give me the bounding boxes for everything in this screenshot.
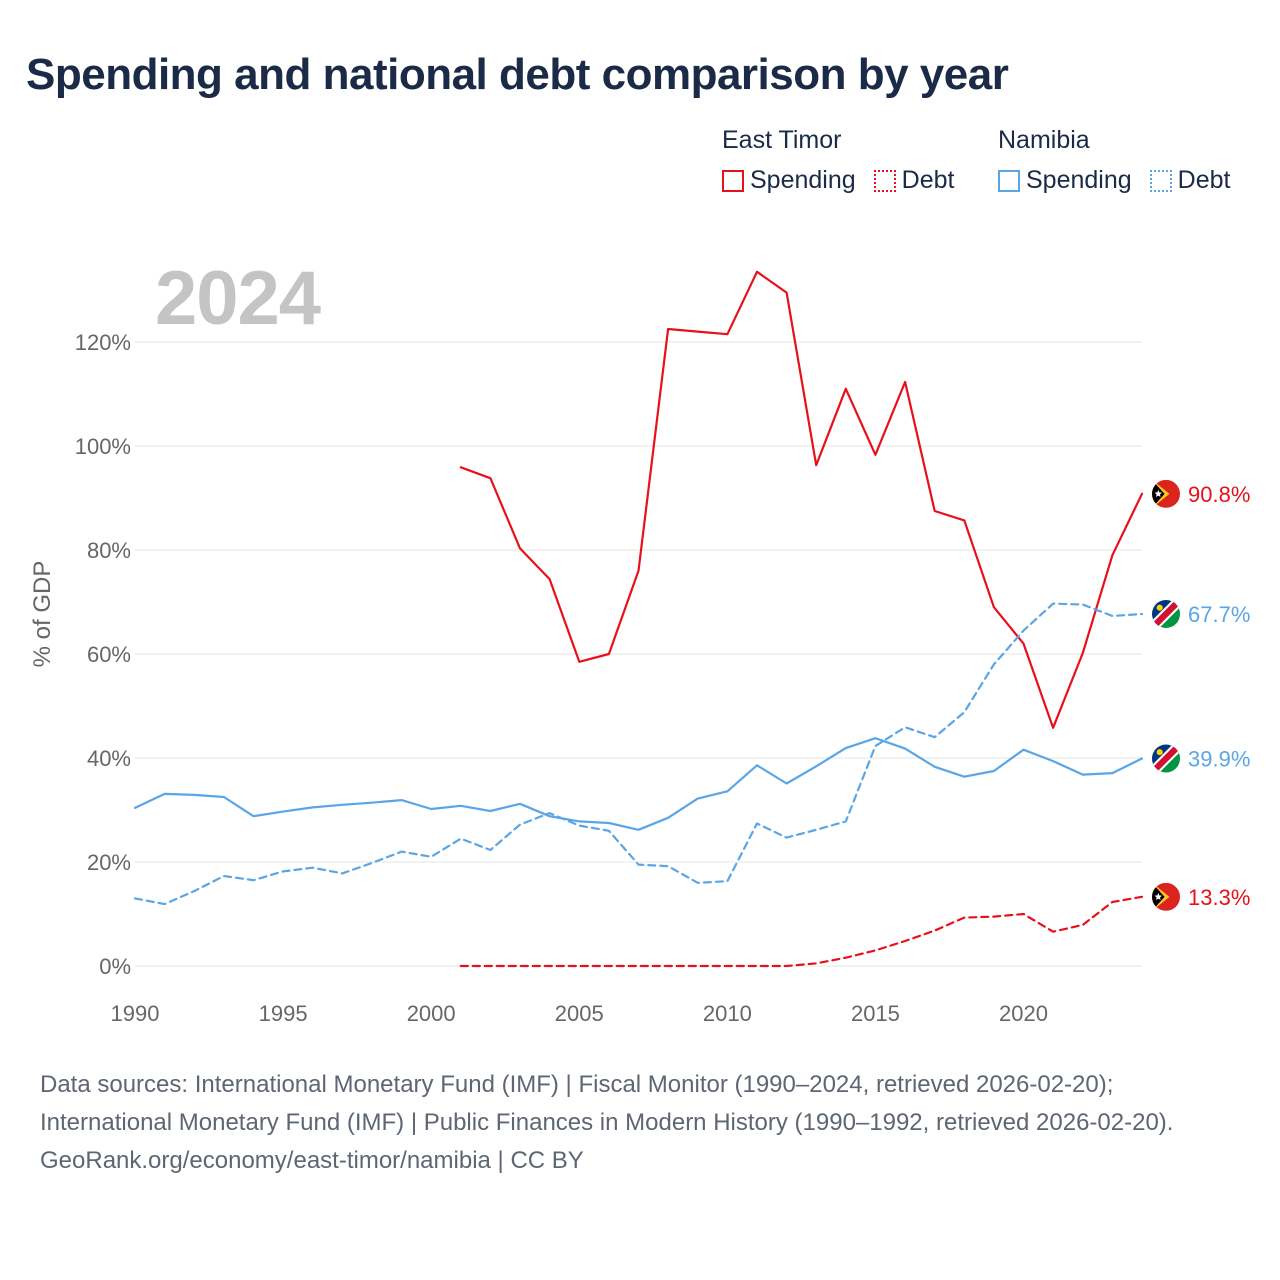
end-value-label: 13.3% xyxy=(1188,885,1250,910)
end-value-label: 67.7% xyxy=(1188,602,1250,627)
legend-country-east-timor: East Timor xyxy=(722,126,842,154)
legend-item-namibia-debt[interactable]: Debt xyxy=(1149,166,1231,195)
east-timor-flag-icon xyxy=(1152,479,1180,508)
legend-swatch-solid xyxy=(722,169,744,192)
y-tick-label: 120% xyxy=(75,330,131,355)
legend-label: Spending xyxy=(1026,166,1132,194)
y-axis-title: % of GDP xyxy=(29,561,56,668)
y-tick-label: 20% xyxy=(87,850,131,875)
namibia-flag-icon xyxy=(1152,599,1180,628)
legend-item-east-timor-debt[interactable]: Debt xyxy=(873,166,955,195)
x-tick-label: 1995 xyxy=(259,1001,308,1026)
series xyxy=(133,270,1144,968)
y-tick-label: 100% xyxy=(75,434,131,459)
footer: Data sources: International Monetary Fun… xyxy=(40,1066,1240,1180)
chart-area: % of GDP 0% 20% 40% 60% 80% 100% 120% 1990 1995 2… xyxy=(29,270,1250,1026)
series-line-east-timor-spending[interactable] xyxy=(459,270,1144,729)
axes: % of GDP 0% 20% 40% 60% 80% 100% 120% 1990 1995 2… xyxy=(29,330,1048,1026)
legend-group-namibia: Namibia Spending Debt xyxy=(998,124,1230,195)
data-sources: Data sources: International Monetary Fun… xyxy=(40,1071,1174,1136)
end-markers: 90.8% 13.3% 39.9% 67.7% xyxy=(1152,479,1250,911)
legend-swatch-solid xyxy=(998,169,1020,192)
y-tick-label: 40% xyxy=(87,746,131,771)
legend-label: Spending xyxy=(750,166,856,194)
series-line-namibia-spending[interactable] xyxy=(133,737,1144,831)
x-tick-label: 1990 xyxy=(111,1001,160,1026)
legend-label: Debt xyxy=(901,166,955,194)
x-tick-label: 2015 xyxy=(851,1001,900,1026)
year-watermark: 2024 xyxy=(155,256,321,341)
y-tick-label: 60% xyxy=(87,642,131,667)
legend-swatch-dotted xyxy=(1149,169,1172,192)
series-line-east-timor-debt[interactable] xyxy=(459,895,1144,968)
x-tick-label: 2020 xyxy=(999,1001,1048,1026)
end-value-label: 90.8% xyxy=(1188,482,1250,507)
credit-link[interactable]: GeoRank.org/economy/east-timor/namibia |… xyxy=(40,1147,584,1174)
end-value-label: 39.9% xyxy=(1188,747,1250,772)
legend-item-namibia-spending[interactable]: Spending xyxy=(998,166,1132,195)
y-tick-label: 0% xyxy=(99,954,131,979)
x-tick-label: 2000 xyxy=(407,1001,456,1026)
chart-title: Spending and national debt comparison by… xyxy=(26,50,1009,99)
legend-swatch-dotted xyxy=(873,169,896,192)
legend-label: Debt xyxy=(1177,166,1231,194)
east-timor-flag-icon xyxy=(1152,882,1180,911)
x-tick-label: 2010 xyxy=(703,1001,752,1026)
series-line-namibia-debt[interactable] xyxy=(133,602,1144,906)
y-tick-label: 80% xyxy=(87,538,131,563)
x-tick-label: 2005 xyxy=(555,1001,604,1026)
legend-country-namibia: Namibia xyxy=(998,126,1090,154)
namibia-flag-icon xyxy=(1152,744,1180,773)
legend-item-east-timor-spending[interactable]: Spending xyxy=(722,166,856,195)
legend-group-east-timor: East Timor Spending Debt xyxy=(722,124,954,195)
grid xyxy=(135,341,1142,967)
